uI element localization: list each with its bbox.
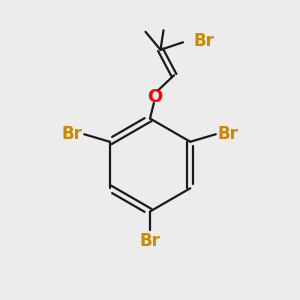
Text: Br: Br	[194, 32, 214, 50]
Text: Br: Br	[218, 125, 239, 143]
Text: O: O	[147, 88, 162, 106]
Text: Br: Br	[140, 232, 160, 250]
Text: Br: Br	[61, 125, 82, 143]
